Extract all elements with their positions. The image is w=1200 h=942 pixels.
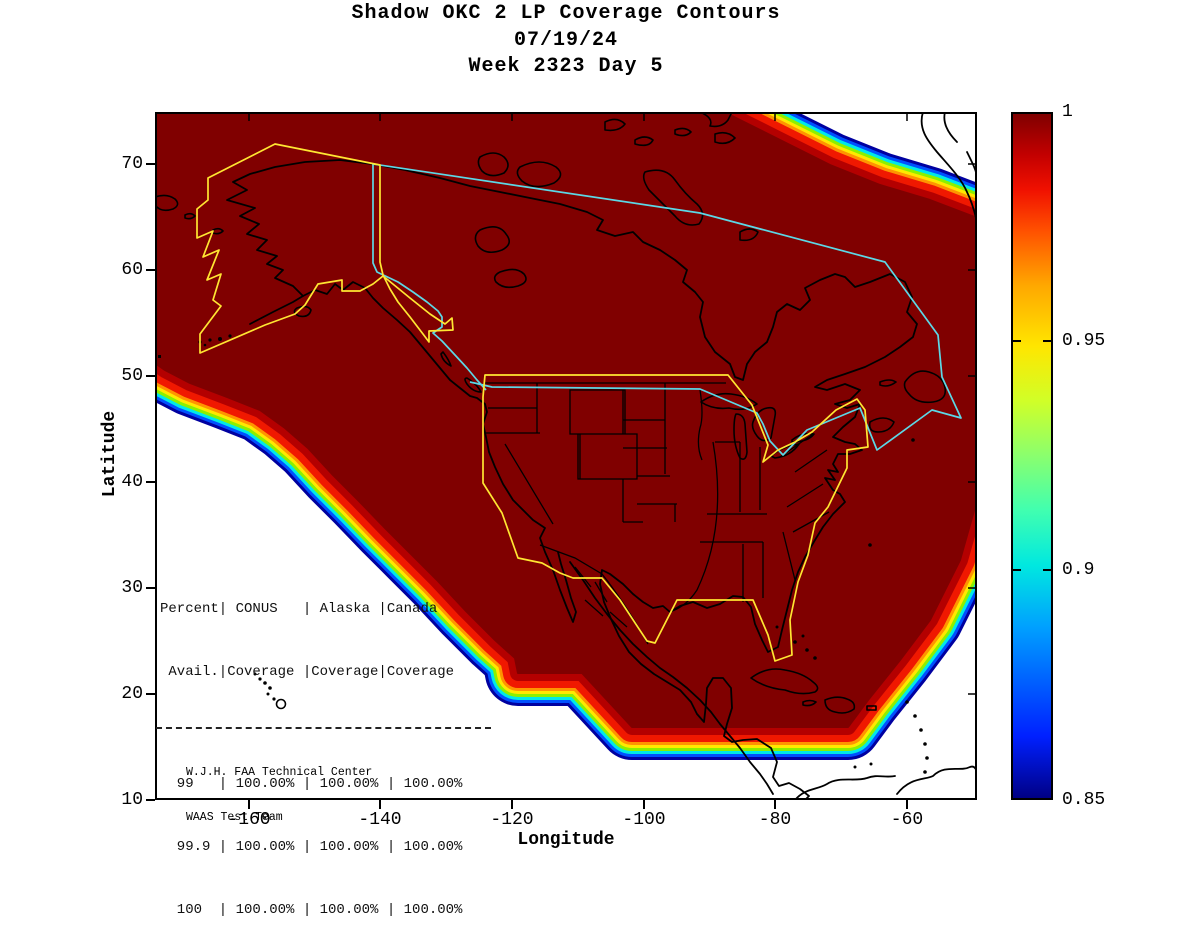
y-tick-label: 10 — [121, 790, 143, 810]
islands — [155, 112, 947, 714]
island-dots — [158, 334, 929, 774]
x-tick-label: -120 — [490, 810, 534, 830]
x-tick-mark — [906, 800, 908, 809]
x-tick-mark — [774, 800, 776, 809]
y-tick-label: 60 — [121, 260, 143, 280]
title-line-2: 07/19/24 — [513, 29, 618, 52]
y-tick-mark — [146, 481, 155, 483]
y-tick-mark — [146, 799, 155, 801]
colorbar-tick-label: 0.9 — [1062, 560, 1095, 580]
y-tick-mark — [146, 163, 155, 165]
x-tick-label: -100 — [622, 810, 666, 830]
y-tick-mark — [146, 693, 155, 695]
map-svg — [155, 112, 977, 800]
title-line-3: Week 2323 Day 5 — [468, 55, 664, 78]
hawaii — [253, 672, 287, 710]
colorbar-tick-mark — [1043, 569, 1051, 571]
y-tick-label: 50 — [121, 366, 143, 386]
plot-border — [155, 112, 977, 800]
x-tick-mark — [379, 800, 381, 809]
table-header-row: Percent| CONUS | Alaska |Canada — [160, 601, 438, 617]
table-row: 100 | 100.00% | 100.00% | 100.00% — [160, 902, 463, 918]
credit-line-2: WAAS Test Team — [186, 811, 283, 824]
x-tick-label: -160 — [227, 810, 271, 830]
x-tick-label: -60 — [890, 810, 924, 830]
table-row: 99.9 | 100.00% | 100.00% | 100.00% — [160, 839, 463, 855]
inner-tick-marks — [248, 114, 975, 695]
colorbar-tick-label: 0.95 — [1062, 331, 1106, 351]
credit-text: W.J.H. FAA Technical Center WAAS Test Te… — [186, 735, 372, 840]
y-tick-label: 20 — [121, 684, 143, 704]
colorbar-tick-mark — [1013, 569, 1021, 571]
x-tick-mark — [643, 800, 645, 809]
colorbar-tick-label: 0.85 — [1062, 790, 1106, 810]
y-tick-label: 70 — [121, 154, 143, 174]
y-tick-mark — [146, 587, 155, 589]
table-separator — [156, 727, 491, 729]
y-tick-label: 30 — [121, 578, 143, 598]
x-axis-label: Longitude — [517, 830, 615, 850]
y-tick-mark — [146, 375, 155, 377]
y-tick-label: 40 — [121, 472, 143, 492]
conus-alaska-boundary — [196, 143, 869, 662]
x-tick-mark — [248, 800, 250, 809]
table-header-row: Avail.|Coverage |Coverage|Coverage — [160, 664, 455, 680]
x-tick-label: -140 — [358, 810, 402, 830]
coastline — [226, 112, 977, 800]
title-line-1: Shadow OKC 2 LP Coverage Contours — [351, 2, 781, 25]
x-tick-mark — [511, 800, 513, 809]
cuba — [750, 668, 819, 695]
colorbar-tick-mark — [1043, 340, 1051, 342]
alaska-boundary — [196, 143, 454, 354]
hispaniola — [824, 696, 856, 714]
table-row: 99 | 100.00% | 100.00% | 100.00% — [160, 776, 463, 792]
colorbar-tick-label: 1 — [1062, 102, 1073, 122]
y-tick-mark — [146, 269, 155, 271]
credit-line-1: W.J.H. FAA Technical Center — [186, 766, 373, 779]
conus-boundary — [482, 374, 869, 662]
x-tick-label: -80 — [758, 810, 792, 830]
colorbar — [1011, 112, 1053, 800]
figure-canvas: { "title": { "line1": "Shadow OKC 2 LP C… — [100, 2, 1106, 918]
colorbar-tick-mark — [1013, 340, 1021, 342]
